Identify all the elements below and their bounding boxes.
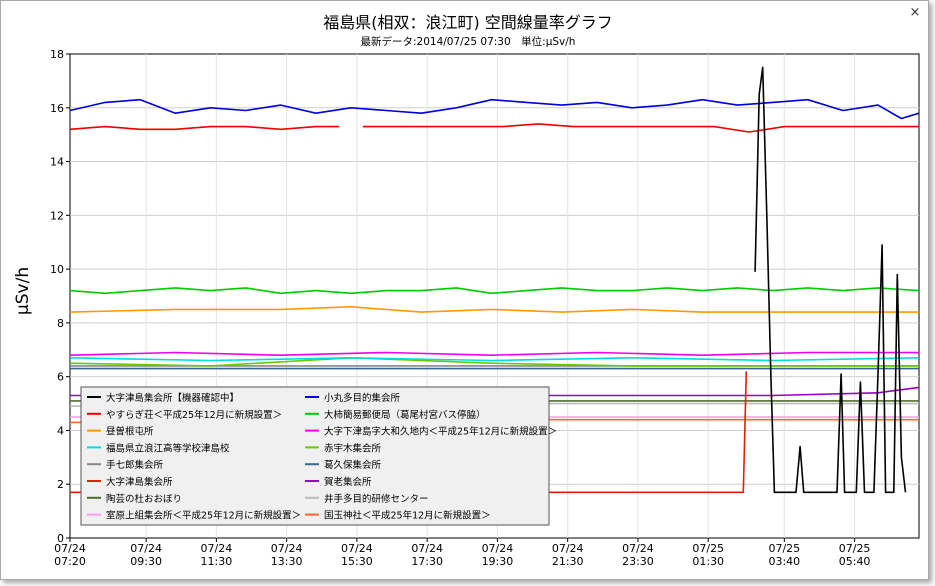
- close-button[interactable]: ×: [909, 5, 921, 20]
- series-line: [69, 287, 920, 295]
- legend-label: 大柿簡易郵便局（葛尾村宮バス停脇）: [324, 409, 486, 421]
- legend-label: 大字下津島字大和久地内＜平成25年12月に新規設置＞: [324, 426, 557, 438]
- legend-label: 昼曽根屯所: [106, 426, 154, 438]
- x-tick-time: 17:30: [411, 555, 443, 568]
- x-tick-time: 15:30: [341, 555, 373, 568]
- x-tick-date: 07/24: [622, 542, 654, 555]
- x-tick-time: 05:40: [839, 555, 871, 568]
- x-tick-date: 07/24: [271, 542, 303, 555]
- legend-label: 室原上組集会所＜平成25年12月に新規設置＞: [106, 510, 301, 522]
- y-tick-label: 14: [50, 156, 64, 169]
- legend-label: 赤宇木集会所: [324, 442, 382, 454]
- legend-label: 大字津島集会所: [106, 476, 173, 488]
- legend-label: 葛久保集会所: [324, 459, 382, 471]
- x-tick-time: 09:30: [130, 555, 162, 568]
- x-tick-date: 07/24: [411, 542, 443, 555]
- x-tick-date: 07/25: [768, 542, 800, 555]
- x-tick-time: 23:30: [622, 555, 654, 568]
- legend-box: [80, 386, 550, 526]
- y-tick-label: 0: [57, 532, 64, 545]
- x-tick-time: 19:30: [482, 555, 514, 568]
- axes: 02468101214161807/2407:2007/2409:3007/24…: [50, 48, 870, 568]
- legend-label: 賀老集会所: [324, 476, 372, 488]
- x-tick-date: 07/24: [201, 542, 233, 555]
- x-tick-time: 21:30: [552, 555, 584, 568]
- series-line: [69, 306, 919, 313]
- legend-label: 井手多目的研修センター: [324, 493, 429, 505]
- x-tick-date: 07/25: [692, 542, 724, 555]
- y-tick-label: 18: [50, 48, 64, 61]
- legend: 大字津島集会所【機器確認中】 小丸多目的集会所やすらぎ荘＜平成25年12月に新規設…: [80, 386, 557, 526]
- y-tick-label: 8: [57, 317, 64, 330]
- legend-label: 大字津島集会所【機器確認中】: [106, 392, 239, 404]
- x-tick-date: 07/25: [839, 542, 871, 555]
- x-tick-time: 11:30: [201, 555, 233, 568]
- x-tick-date: 07/24: [482, 542, 514, 555]
- legend-label: 陶芸の杜おおぼり: [106, 493, 182, 505]
- x-tick-time: 01:30: [692, 555, 724, 568]
- x-tick-date: 07/24: [54, 542, 86, 555]
- y-tick-label: 16: [50, 102, 64, 115]
- y-tick-label: 10: [50, 263, 64, 276]
- series-line: [69, 357, 919, 367]
- x-tick-time: 13:30: [271, 555, 303, 568]
- x-tick-time: 03:40: [768, 555, 800, 568]
- y-axis-label: μSv/h: [13, 267, 33, 315]
- y-tick-label: 6: [57, 371, 64, 384]
- y-tick-label: 12: [50, 209, 64, 222]
- legend-label: やすらぎ荘＜平成25年12月に新規設置＞: [106, 409, 282, 421]
- y-tick-label: 4: [57, 424, 64, 437]
- x-tick-date: 07/24: [552, 542, 584, 555]
- y-tick-label: 2: [57, 478, 64, 491]
- x-tick-time: 07:20: [54, 555, 86, 568]
- chart-subtitle: 最新データ:2014/07/25 07:30 単位:μSv/h: [361, 35, 576, 48]
- series-line: [69, 123, 919, 133]
- legend-label: 国玉神社＜平成25年12月に新規設置＞: [324, 510, 491, 522]
- series-line: [69, 351, 919, 356]
- legend-label: 小丸多目的集会所: [324, 392, 401, 404]
- chart: 福島県(相双：浪江町) 空間線量率グラフ 最新データ:2014/07/25 07…: [13, 13, 920, 568]
- x-tick-date: 07/24: [341, 542, 373, 555]
- legend-label: 福島県立浪江高等学校津島校: [106, 442, 230, 454]
- legend-label: 手七郎集会所: [106, 459, 164, 471]
- x-tick-date: 07/24: [130, 542, 162, 555]
- series-line: [69, 357, 920, 362]
- series-line: [754, 66, 907, 494]
- chart-title: 福島県(相双：浪江町) 空間線量率グラフ: [323, 13, 613, 32]
- series-line: [69, 98, 920, 120]
